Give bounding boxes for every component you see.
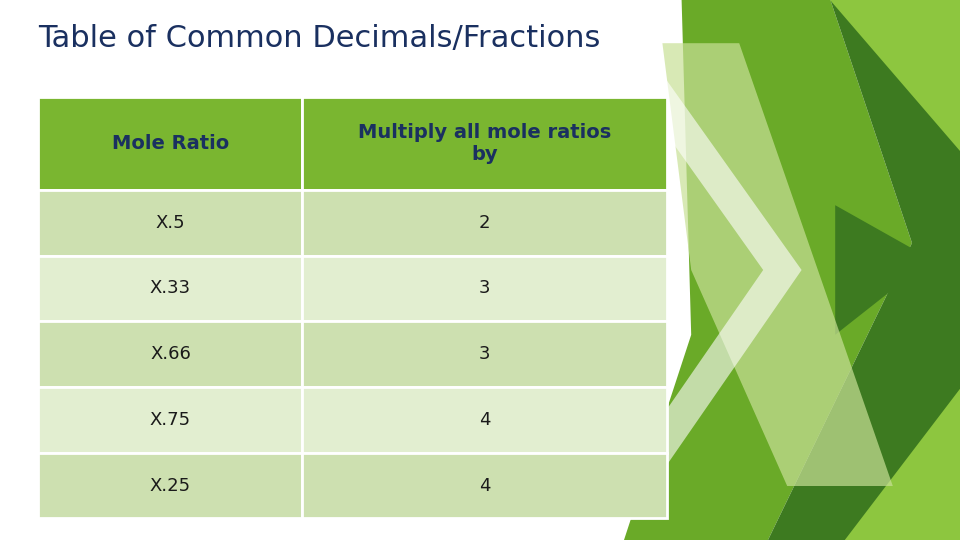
FancyBboxPatch shape [38,97,302,190]
FancyBboxPatch shape [38,321,302,387]
FancyBboxPatch shape [302,321,667,387]
Text: X.5: X.5 [156,214,185,232]
FancyBboxPatch shape [38,453,302,518]
Text: X.66: X.66 [150,345,191,363]
FancyBboxPatch shape [38,387,302,453]
Polygon shape [845,389,960,540]
Text: Multiply all mole ratios
by: Multiply all mole ratios by [358,123,612,164]
FancyBboxPatch shape [302,453,667,518]
FancyBboxPatch shape [38,255,302,321]
Text: 3: 3 [479,279,491,298]
Text: Table of Common Decimals/Fractions: Table of Common Decimals/Fractions [38,24,601,53]
FancyBboxPatch shape [302,97,667,190]
Text: X.75: X.75 [150,411,191,429]
Polygon shape [835,205,931,335]
Polygon shape [624,0,912,540]
Text: 4: 4 [479,411,491,429]
Polygon shape [629,81,802,464]
Polygon shape [768,0,960,540]
Text: 4: 4 [479,476,491,495]
Text: X.25: X.25 [150,476,191,495]
FancyBboxPatch shape [38,190,302,255]
FancyBboxPatch shape [302,255,667,321]
Text: 2: 2 [479,214,491,232]
Polygon shape [662,43,893,486]
Text: Mole Ratio: Mole Ratio [111,134,229,153]
Text: 3: 3 [479,345,491,363]
Polygon shape [830,0,960,151]
FancyBboxPatch shape [302,190,667,255]
FancyBboxPatch shape [302,387,667,453]
Text: X.33: X.33 [150,279,191,298]
